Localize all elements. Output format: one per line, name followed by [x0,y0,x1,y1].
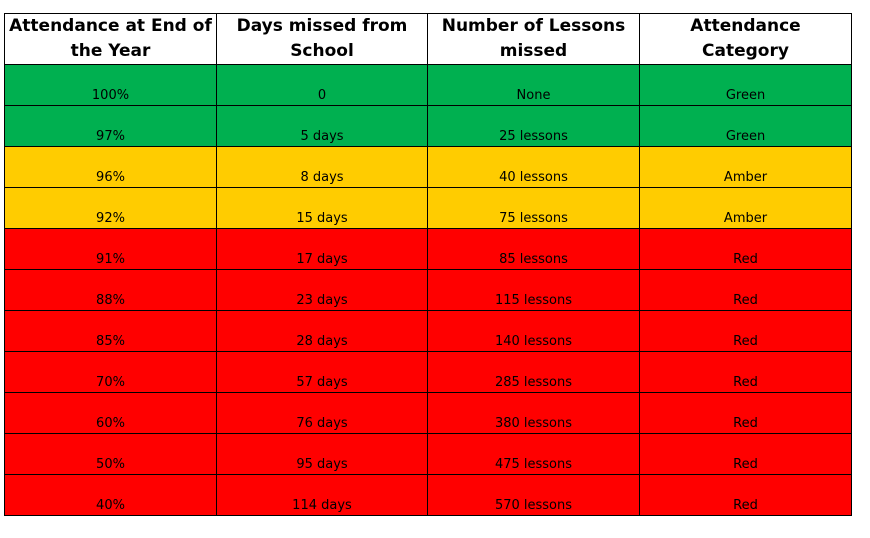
table-row: 96% 8 days 40 lessons Amber [4,146,852,188]
cell-attendance: 100% [4,64,217,106]
cell-lessons-missed: 140 lessons [427,310,640,352]
cell-category: Red [639,392,852,434]
cell-category: Green [639,64,852,106]
cell-attendance: 88% [4,269,217,311]
table-body: 100% 0 None Green 97% 5 days 25 lessons … [4,64,852,516]
cell-attendance: 85% [4,310,217,352]
cell-lessons-missed: 40 lessons [427,146,640,188]
cell-lessons-missed: 75 lessons [427,187,640,229]
cell-category: Green [639,105,852,147]
cell-category: Red [639,269,852,311]
table-row: 97% 5 days 25 lessons Green [4,105,852,147]
table-row: 88% 23 days 115 lessons Red [4,269,852,311]
cell-category: Red [639,351,852,393]
table-row: 91% 17 days 85 lessons Red [4,228,852,270]
cell-lessons-missed: None [427,64,640,106]
cell-lessons-missed: 570 lessons [427,474,640,516]
cell-category: Red [639,474,852,516]
cell-attendance: 60% [4,392,217,434]
cell-lessons-missed: 285 lessons [427,351,640,393]
cell-days-missed: 15 days [216,187,428,229]
table-row: 60% 76 days 380 lessons Red [4,392,852,434]
header-category: Attendance Category [639,13,852,65]
cell-lessons-missed: 85 lessons [427,228,640,270]
cell-category: Amber [639,187,852,229]
table-row: 85% 28 days 140 lessons Red [4,310,852,352]
cell-days-missed: 76 days [216,392,428,434]
cell-days-missed: 28 days [216,310,428,352]
cell-days-missed: 95 days [216,433,428,475]
cell-category: Red [639,433,852,475]
table-row: 70% 57 days 285 lessons Red [4,351,852,393]
cell-lessons-missed: 380 lessons [427,392,640,434]
header-attendance: Attendance at End of the Year [4,13,217,65]
cell-attendance: 50% [4,433,217,475]
cell-lessons-missed: 475 lessons [427,433,640,475]
cell-category: Red [639,310,852,352]
table-row: 92% 15 days 75 lessons Amber [4,187,852,229]
cell-attendance: 96% [4,146,217,188]
cell-days-missed: 8 days [216,146,428,188]
cell-days-missed: 17 days [216,228,428,270]
cell-attendance: 91% [4,228,217,270]
cell-attendance: 97% [4,105,217,147]
cell-attendance: 70% [4,351,217,393]
cell-attendance: 92% [4,187,217,229]
cell-days-missed: 114 days [216,474,428,516]
table-row: 40% 114 days 570 lessons Red [4,474,852,516]
header-days-missed: Days missed from School [216,13,428,65]
cell-days-missed: 57 days [216,351,428,393]
table-header: Attendance at End of the Year Days misse… [4,13,852,65]
cell-lessons-missed: 115 lessons [427,269,640,311]
cell-days-missed: 23 days [216,269,428,311]
header-row: Attendance at End of the Year Days misse… [4,13,852,65]
cell-days-missed: 5 days [216,105,428,147]
attendance-table: Attendance at End of the Year Days misse… [4,13,852,516]
cell-category: Red [639,228,852,270]
cell-attendance: 40% [4,474,217,516]
cell-days-missed: 0 [216,64,428,106]
cell-lessons-missed: 25 lessons [427,105,640,147]
cell-category: Amber [639,146,852,188]
header-lessons-missed: Number of Lessons missed [427,13,640,65]
table-row: 50% 95 days 475 lessons Red [4,433,852,475]
table-row: 100% 0 None Green [4,64,852,106]
